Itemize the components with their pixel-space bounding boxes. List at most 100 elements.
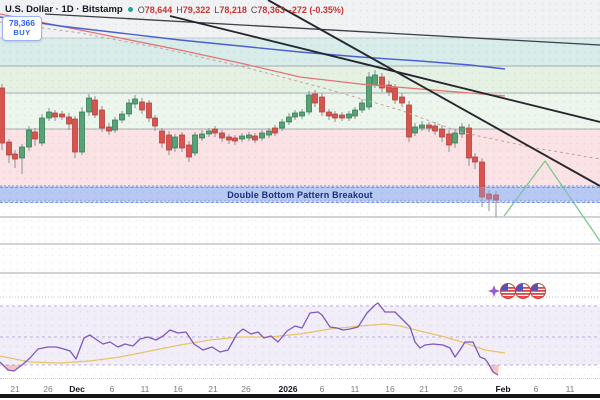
ma-blue[interactable]: [0, 16, 506, 70]
candle-body: [252, 135, 258, 141]
candle-body: [419, 124, 425, 129]
candle-body: [279, 121, 285, 129]
buy-signal-badge[interactable]: 78,366 BUY: [2, 16, 42, 42]
candle-body: [392, 87, 398, 101]
time-axis-label: Dec: [69, 384, 85, 394]
pattern-annotation-banner[interactable]: Double Bottom Pattern Breakout: [0, 187, 600, 203]
ma-dashed[interactable]: [0, 21, 600, 160]
candle-body: [219, 132, 225, 139]
candle-body: [166, 134, 172, 151]
flag-emoji-icon: [515, 283, 531, 299]
candle-body: [79, 111, 85, 153]
time-axis-label: 2026: [278, 384, 298, 394]
projection-path[interactable]: [503, 160, 600, 242]
candle-body: [439, 128, 445, 138]
candle-body: [179, 134, 185, 149]
time-axis-label: 21: [208, 384, 218, 394]
candle-body: [459, 126, 465, 135]
trendline-steep[interactable]: [267, 0, 600, 187]
time-axis-label: 26: [453, 384, 463, 394]
candle-body: [212, 128, 218, 134]
candle-body: [446, 133, 452, 146]
candle-body: [479, 161, 485, 198]
time-axis-label: 21: [10, 384, 20, 394]
ma-red[interactable]: [0, 13, 506, 97]
reaction-emojis[interactable]: [488, 283, 546, 299]
oscillator-band: [0, 306, 600, 365]
ohlc-label: H: [176, 4, 183, 15]
candle-body: [112, 119, 118, 131]
screen-edge-bar: [0, 394, 600, 398]
chart-legend: U.S. Dollar · 1D · Bitstamp O 78,644 H 79,3…: [5, 4, 344, 15]
candle-body: [19, 146, 25, 159]
candle-body: [159, 130, 165, 144]
candle-body: [86, 97, 92, 113]
candle-body: [346, 113, 352, 119]
candle-body: [92, 99, 98, 116]
candle-body: [192, 134, 198, 154]
candle-body: [259, 132, 265, 139]
flag-emoji-icon: [530, 283, 546, 299]
candle-body: [59, 113, 65, 118]
ohlc-label: O: [137, 4, 145, 15]
candle-body: [452, 132, 458, 144]
candle-body: [232, 137, 238, 142]
candle-body: [52, 112, 58, 118]
oscillator-panel[interactable]: [0, 302, 600, 376]
candle-body: [239, 135, 245, 140]
ohlc-label: L: [214, 4, 220, 15]
zone-breakout-blue: [0, 186, 600, 201]
candle-body: [266, 130, 272, 136]
candle-body: [366, 76, 372, 108]
zone-green-upper: [0, 66, 600, 93]
candle-body: [46, 111, 52, 119]
candle-body: [312, 93, 318, 104]
ohlc-value: 79,322: [182, 4, 211, 15]
candle-body: [432, 125, 438, 132]
candle-body: [493, 194, 499, 201]
time-axis-label: 26: [43, 384, 53, 394]
candle-body: [286, 116, 292, 123]
pattern-annotation-label: Double Bottom Pattern Breakout: [227, 190, 373, 200]
ohlc-label: C: [250, 4, 258, 15]
oscillator-oversold-fill: [490, 365, 499, 376]
candle-body: [406, 104, 412, 138]
candle-body: [126, 102, 132, 115]
candle-body: [12, 153, 18, 160]
candle-body: [292, 112, 298, 118]
candle-body: [486, 193, 492, 200]
candle-body: [0, 87, 5, 144]
candle-body: [472, 156, 478, 163]
candle-body: [426, 124, 432, 129]
candle-body: [132, 98, 138, 105]
ohlc-value: 78,218: [219, 4, 247, 15]
candle-body: [152, 117, 158, 127]
ohlc-value: 78,644: [144, 4, 173, 15]
candle-body: [339, 114, 345, 119]
candle-body: [226, 136, 232, 141]
time-axis-label: 16: [173, 384, 183, 394]
candle-body: [306, 94, 312, 113]
change-value: -272 (-0.35%): [288, 4, 344, 15]
market-status-dot-icon: [127, 7, 133, 12]
candle-body: [359, 102, 365, 111]
ohlc-value: 78,363: [257, 4, 285, 15]
candle-body: [26, 129, 32, 148]
osc-main-line: [0, 302, 499, 376]
candle-body: [319, 96, 325, 113]
candle-body: [466, 127, 472, 159]
time-axis-label: 11: [565, 384, 575, 394]
symbol-title[interactable]: U.S. Dollar · 1D · Bitstamp: [5, 4, 123, 15]
zone-red-support: [0, 129, 600, 186]
time-axis-label: 6: [319, 384, 325, 394]
price-chart-canvas[interactable]: [0, 0, 600, 378]
trendline-shallow[interactable]: [169, 15, 600, 123]
candle-body: [99, 109, 105, 129]
candle-body: [146, 102, 152, 119]
time-axis-label: 26: [241, 384, 251, 394]
time-axis-label: Feb: [495, 384, 511, 394]
candle-body: [206, 130, 212, 135]
candle-body: [172, 136, 178, 149]
time-axis-label: 16: [385, 384, 395, 394]
